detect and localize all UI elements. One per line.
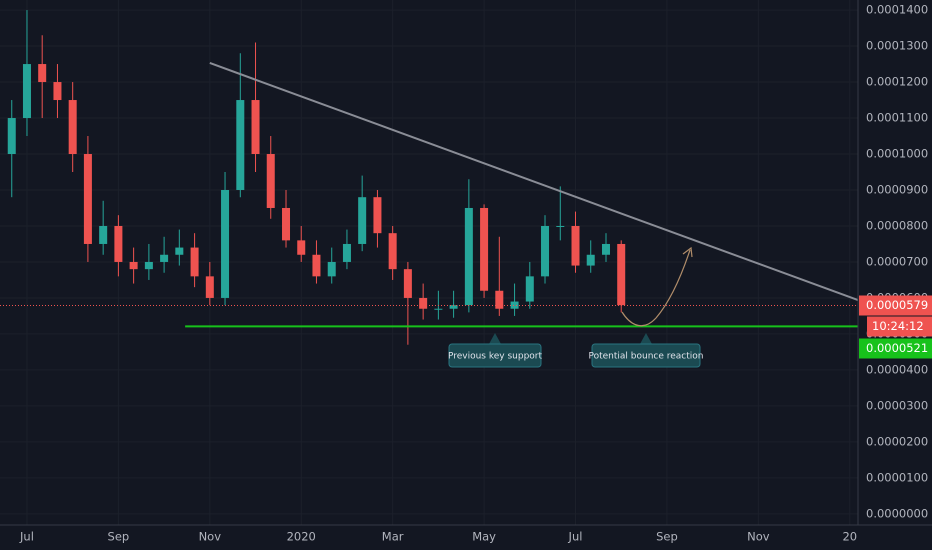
candle-body bbox=[541, 225, 550, 277]
candle-body bbox=[434, 308, 443, 310]
y-tick-label: 0.0001200 bbox=[866, 75, 928, 89]
x-tick-label: Nov bbox=[747, 530, 770, 544]
candle-body bbox=[205, 276, 214, 298]
last-price-box bbox=[859, 295, 932, 316]
candle-body bbox=[510, 301, 519, 309]
candle-body bbox=[525, 276, 534, 302]
support-price-box bbox=[859, 338, 932, 359]
candle-body bbox=[38, 64, 47, 83]
candle-body bbox=[68, 100, 77, 155]
candle-body bbox=[190, 247, 199, 277]
callout: Potential bounce reaction bbox=[588, 333, 704, 368]
candle-body bbox=[251, 100, 260, 155]
y-tick-label: 0.0001100 bbox=[866, 111, 928, 125]
candle-body bbox=[297, 240, 306, 255]
candle-body bbox=[221, 189, 230, 298]
drawings bbox=[0, 62, 859, 328]
y-tick-label: 0.0000200 bbox=[866, 434, 928, 448]
candle-body bbox=[266, 154, 275, 208]
y-tick-label: 0.0001400 bbox=[866, 3, 928, 17]
trendline bbox=[209, 62, 859, 302]
time-axis bbox=[0, 525, 932, 550]
candle-body bbox=[160, 254, 169, 262]
candle-body bbox=[327, 261, 336, 277]
x-tick-label: Mar bbox=[382, 530, 404, 544]
bounce-arrow bbox=[621, 249, 691, 327]
callout-text: Previous key support bbox=[448, 352, 543, 362]
candle-body bbox=[373, 197, 382, 234]
x-tick-label: 20 bbox=[842, 530, 857, 544]
x-tick-label: Sep bbox=[108, 530, 130, 544]
candle-body bbox=[144, 261, 153, 270]
y-tick-label: 0.0000000 bbox=[866, 506, 928, 520]
y-tick-label: 0.0000100 bbox=[866, 470, 928, 484]
callout-pointer bbox=[489, 333, 501, 344]
countdown-box bbox=[867, 316, 932, 337]
candle-body bbox=[312, 254, 321, 277]
last-price-label: 0.0000579 bbox=[866, 298, 928, 312]
candle-body bbox=[495, 290, 504, 309]
y-tick-label: 0.0000800 bbox=[866, 218, 928, 232]
candle-body bbox=[601, 243, 610, 255]
candle-body bbox=[22, 64, 31, 119]
candle-body bbox=[480, 207, 489, 291]
candle-body bbox=[282, 207, 291, 241]
candle-body bbox=[419, 297, 428, 309]
y-tick-label: 0.0000700 bbox=[866, 254, 928, 268]
candle-body bbox=[403, 269, 412, 298]
candle-body bbox=[7, 118, 16, 155]
x-tick-label: Jul bbox=[568, 530, 583, 544]
candle-body bbox=[53, 82, 62, 101]
price-axis bbox=[858, 0, 932, 550]
x-tick-label: May bbox=[472, 530, 496, 544]
y-tick-label: 0.0000900 bbox=[866, 182, 928, 196]
x-tick-label: Sep bbox=[656, 530, 678, 544]
candle-body bbox=[175, 247, 184, 255]
y-tick-label: 0.0001000 bbox=[866, 147, 928, 161]
candle-body bbox=[571, 225, 580, 266]
callout-box bbox=[448, 343, 542, 368]
countdown-label: 10:24:12 bbox=[872, 319, 924, 333]
support-price-label: 0.0000521 bbox=[866, 341, 928, 355]
bounce-arrow-head bbox=[682, 246, 693, 258]
candle-body bbox=[449, 305, 458, 309]
x-tick-label: Jul bbox=[19, 530, 34, 544]
candle-body bbox=[99, 225, 108, 244]
x-tick-label: 2020 bbox=[287, 530, 316, 544]
x-tick-label: Nov bbox=[199, 530, 222, 544]
callout-text: Potential bounce reaction bbox=[588, 352, 703, 362]
candle-body bbox=[358, 197, 367, 244]
axes: 0.0000000 0.0000100 0.0000200 0.0000300 0.00… bbox=[19, 3, 932, 544]
callout: Previous key support bbox=[448, 333, 543, 368]
candle-body bbox=[556, 225, 565, 227]
callout-pointer bbox=[640, 333, 652, 344]
candle-body bbox=[83, 154, 92, 244]
candle-body bbox=[236, 100, 245, 190]
y-tick-label: 0.0000400 bbox=[866, 362, 928, 376]
candle-body bbox=[342, 243, 351, 262]
candle-body bbox=[617, 243, 626, 306]
y-tick-label: 0.0000300 bbox=[866, 398, 928, 412]
candles bbox=[7, 10, 626, 345]
candle-body bbox=[464, 207, 473, 306]
candle-body bbox=[129, 261, 138, 270]
callout-box bbox=[591, 343, 701, 368]
candle-body bbox=[388, 233, 397, 270]
y-tick-label: 0.0001300 bbox=[866, 39, 928, 53]
candle-body bbox=[114, 225, 123, 262]
candle-body bbox=[586, 254, 595, 266]
